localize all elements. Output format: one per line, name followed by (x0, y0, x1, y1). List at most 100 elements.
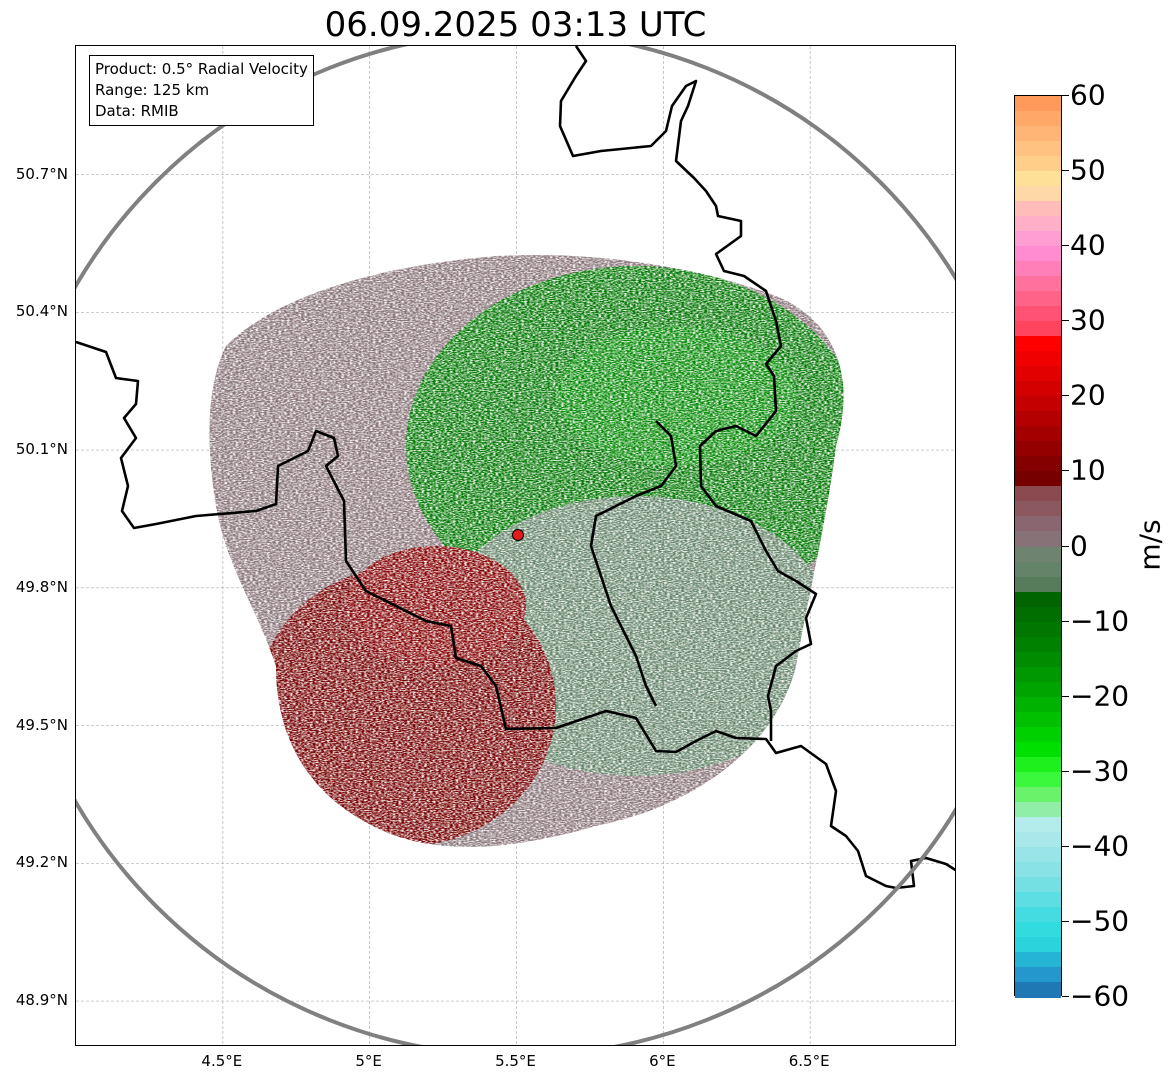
colorbar-segment (1015, 891, 1061, 908)
border-east-segment (558, 46, 818, 741)
velocity-colorbar (1014, 95, 1062, 998)
velocity-echoes (209, 255, 844, 847)
x-tick-label: 6°E (649, 1052, 676, 1070)
colorbar-segment (1015, 186, 1061, 202)
colorbar-segment (1015, 471, 1061, 488)
map-frame[interactable] (75, 45, 956, 1046)
colorbar-tick-label: 0 (1070, 529, 1088, 562)
x-tick-label: 5°E (355, 1052, 382, 1070)
colorbar-tick (1062, 320, 1069, 322)
y-tick-label: 49.8°N (15, 577, 68, 596)
colorbar-segment (1015, 261, 1061, 277)
colorbar-segment (1015, 711, 1061, 728)
colorbar-segment (1015, 831, 1061, 848)
colorbar-tick (1062, 770, 1069, 772)
colorbar-tick-label: −20 (1070, 679, 1130, 713)
colorbar-segment (1015, 351, 1061, 367)
y-tick-label: 48.9°N (15, 991, 68, 1010)
colorbar-tick (1062, 395, 1069, 397)
colorbar-segment (1015, 516, 1061, 533)
colorbar-tick-label: −10 (1070, 604, 1130, 638)
colorbar-tick (1062, 470, 1069, 472)
colorbar-segment (1015, 801, 1061, 818)
colorbar-segment (1015, 306, 1061, 322)
colorbar-segment (1015, 366, 1061, 382)
colorbar-segment (1015, 936, 1061, 953)
radar-map[interactable] (76, 46, 956, 1046)
colorbar-segment (1015, 546, 1061, 563)
colorbar-tick (1062, 95, 1069, 96)
colorbar-segment (1015, 201, 1061, 217)
colorbar-tick-label: −30 (1070, 754, 1130, 788)
colorbar-tick-label: 60 (1070, 78, 1106, 112)
colorbar-segment (1015, 696, 1061, 713)
colorbar-segment (1015, 966, 1061, 983)
map-title: 06.09.2025 03:13 UTC (324, 5, 707, 45)
colorbar-segment (1015, 621, 1061, 638)
echo-inbound-strong-spots (556, 326, 796, 466)
colorbar-segment (1015, 591, 1061, 608)
colorbar-segment (1015, 486, 1061, 503)
colorbar-segment (1015, 681, 1061, 698)
colorbar-tick-label: 10 (1070, 453, 1106, 487)
colorbar-segment (1015, 396, 1061, 412)
colorbar-segment (1015, 816, 1061, 833)
echo-outbound-core (346, 546, 526, 666)
colorbar-segment (1015, 786, 1061, 803)
colorbar-segment (1015, 156, 1061, 172)
colorbar-segment (1015, 336, 1061, 352)
colorbar-tick (1062, 920, 1069, 922)
colorbar-segment (1015, 561, 1061, 578)
colorbar-tick (1062, 695, 1069, 697)
colorbar-segment (1015, 216, 1061, 232)
colorbar-segment (1015, 171, 1061, 187)
data-source-label: Data: RMIB (95, 102, 179, 120)
y-tick-label: 49.2°N (15, 853, 68, 872)
colorbar-tick (1062, 996, 1069, 997)
colorbar-tick-label: 40 (1070, 228, 1106, 262)
colorbar-tick-label: −40 (1070, 829, 1130, 863)
colorbar-segment (1015, 636, 1061, 653)
colorbar-segment (1015, 246, 1061, 262)
radar-site-marker[interactable] (511, 529, 524, 542)
colorbar-tick (1062, 845, 1069, 847)
colorbar-segment (1015, 426, 1061, 442)
x-tick-label: 6.5°E (788, 1052, 830, 1070)
colorbar-segment (1015, 726, 1061, 743)
border-lux-loop (589, 420, 678, 707)
colorbar-segment (1015, 441, 1061, 457)
colorbar-segment (1015, 231, 1061, 247)
colorbar-segment (1015, 126, 1061, 142)
y-tick-label: 50.1°N (15, 440, 68, 459)
colorbar-segment (1015, 846, 1061, 863)
colorbar-segment (1015, 876, 1061, 893)
colorbar-segment (1015, 531, 1061, 548)
colorbar-segment (1015, 291, 1061, 307)
colorbar-tick-label: 50 (1070, 153, 1106, 187)
colorbar-tick (1062, 620, 1069, 622)
colorbar-segment (1015, 921, 1061, 938)
border-north-segment (76, 340, 955, 890)
x-tick-label: 5.5°E (495, 1052, 536, 1070)
y-tick-label: 49.5°N (15, 715, 68, 734)
colorbar-segment (1015, 906, 1061, 923)
y-tick-label: 50.7°N (15, 164, 68, 183)
colorbar-segment (1015, 111, 1061, 127)
colorbar-segment (1015, 651, 1061, 668)
colorbar-tick (1062, 245, 1069, 247)
country-borders (76, 46, 955, 890)
colorbar-segment (1015, 411, 1061, 427)
colorbar-tick (1062, 545, 1069, 547)
colorbar-segment (1015, 741, 1061, 758)
colorbar-segment (1015, 756, 1061, 773)
colorbar-segment (1015, 606, 1061, 623)
product-info-box: Product: 0.5° Radial Velocity Range: 125… (89, 55, 314, 126)
colorbar-segment (1015, 771, 1061, 788)
colorbar-segment (1015, 981, 1061, 998)
colorbar-tick-label: −50 (1070, 904, 1130, 938)
product-label: Product: 0.5° Radial Velocity (95, 60, 308, 78)
colorbar-segment (1015, 576, 1061, 593)
colorbar-segment (1015, 96, 1061, 112)
colorbar-segment (1015, 456, 1061, 472)
y-tick-label: 50.4°N (15, 302, 68, 321)
